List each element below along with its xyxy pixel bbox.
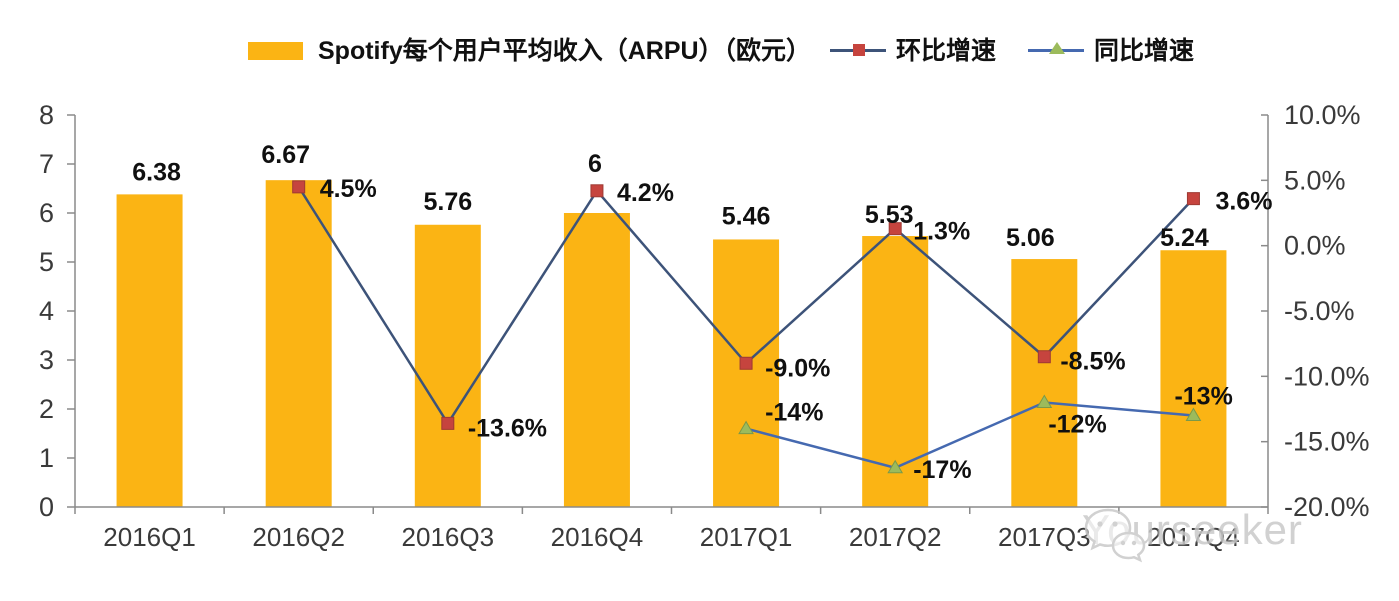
watermark: Yourseeker: [1082, 506, 1303, 563]
left-axis-tick-label: 4: [39, 296, 54, 326]
x-axis-label: 2016Q4: [551, 522, 644, 552]
qoq-marker-2016Q4: [590, 184, 604, 198]
bar-legend-label: Spotify每个用户平均收入（ARPU）（欧元）: [318, 37, 812, 65]
bar-value-label: 5.53: [865, 201, 914, 229]
left-axis-tick-label: 2: [39, 394, 54, 424]
x-axis-label: 2016Q3: [402, 522, 495, 552]
qoq-marker-2017Q3: [1037, 350, 1051, 364]
bar-value-label: 6.67: [261, 141, 310, 169]
qoq-marker-2016Q2: [292, 180, 306, 194]
qoq-value-label: 4.2%: [617, 179, 674, 207]
bar-2016Q4: [563, 213, 630, 507]
right-axis-tick-label: -10.0%: [1284, 361, 1370, 391]
qoq-value-label: 3.6%: [1215, 188, 1272, 216]
x-axis-label: 2016Q1: [103, 522, 196, 552]
qoq-value-label: 1.3%: [913, 218, 970, 246]
bar-2017Q4: [1160, 250, 1227, 508]
bar-value-label: 5.06: [1006, 224, 1055, 252]
left-axis-tick-label: 3: [39, 345, 54, 375]
yoy-marker-2017Q4: [1185, 407, 1202, 422]
qoq-square-marker-icon: [853, 44, 865, 56]
yoy-value-label: -14%: [765, 399, 823, 427]
left-axis-tick-label: 0: [39, 492, 54, 522]
yoy-legend-label: 同比增速: [1094, 37, 1195, 65]
yoy-value-label: -17%: [913, 456, 971, 484]
bar-2016Q1: [116, 194, 183, 507]
left-axis-tick-label: 5: [39, 247, 54, 277]
bar-value-label: 6: [588, 150, 602, 178]
left-axis-tick-label: 8: [39, 100, 54, 130]
qoq-marker-2017Q4: [1186, 192, 1200, 206]
x-axis-label: 2017Q1: [700, 522, 793, 552]
yoy-value-label: -13%: [1174, 383, 1232, 411]
right-axis-tick-label: 0.0%: [1284, 231, 1346, 261]
x-axis-label: 2017Q3: [998, 522, 1091, 552]
bar-2016Q3: [414, 224, 481, 507]
right-axis-tick-label: 5.0%: [1284, 165, 1346, 195]
legend: Spotify每个用户平均收入（ARPU）（欧元） 环比增速 同比增速: [0, 0, 1399, 80]
bar-value-label: 5.24: [1160, 224, 1209, 252]
qoq-value-label: -8.5%: [1060, 348, 1125, 376]
bar-legend-swatch: [248, 42, 303, 60]
bar-2017Q3: [1011, 259, 1078, 507]
yoy-legend-line: [1028, 42, 1084, 54]
yoy-value-label: -12%: [1048, 410, 1106, 438]
right-axis-tick-label: -15.0%: [1284, 427, 1370, 457]
qoq-marker-2016Q3: [441, 416, 455, 430]
qoq-value-label: -9.0%: [765, 354, 830, 382]
left-axis-tick-label: 6: [39, 198, 54, 228]
qoq-value-label: 4.5%: [320, 175, 377, 203]
yoy-triangle-marker-icon: [1049, 42, 1065, 54]
left-axis-tick-label: 1: [39, 443, 54, 473]
qoq-legend-line: [830, 44, 886, 56]
wechat-icon: [1084, 508, 1146, 563]
yoy-line: [745, 401, 1194, 470]
bar-2017Q1: [713, 239, 780, 507]
qoq-marker-2017Q2: [888, 222, 902, 236]
yoy-marker-2017Q1: [738, 420, 754, 435]
qoq-legend-label: 环比增速: [896, 37, 997, 65]
bar-2016Q2: [265, 180, 332, 508]
qoq-marker-2017Q1: [739, 356, 753, 370]
x-axis-label: 2016Q2: [252, 522, 345, 552]
qoq-value-label: -13.6%: [468, 414, 547, 442]
bar-value-label: 5.76: [423, 188, 472, 216]
x-axis-label: 2017Q4: [1147, 522, 1240, 552]
right-axis-tick-label: -5.0%: [1284, 296, 1355, 326]
right-axis-tick-label: 10.0%: [1284, 100, 1361, 130]
x-axis-label: 2017Q2: [849, 522, 942, 552]
bar-value-label: 6.38: [132, 158, 181, 186]
left-axis-tick-label: 7: [39, 149, 54, 179]
bar-value-label: 5.46: [722, 202, 771, 230]
yoy-marker-2017Q2: [887, 459, 904, 474]
right-axis-tick-label: -20.0%: [1284, 492, 1370, 522]
yoy-marker-2017Q3: [1036, 394, 1053, 408]
